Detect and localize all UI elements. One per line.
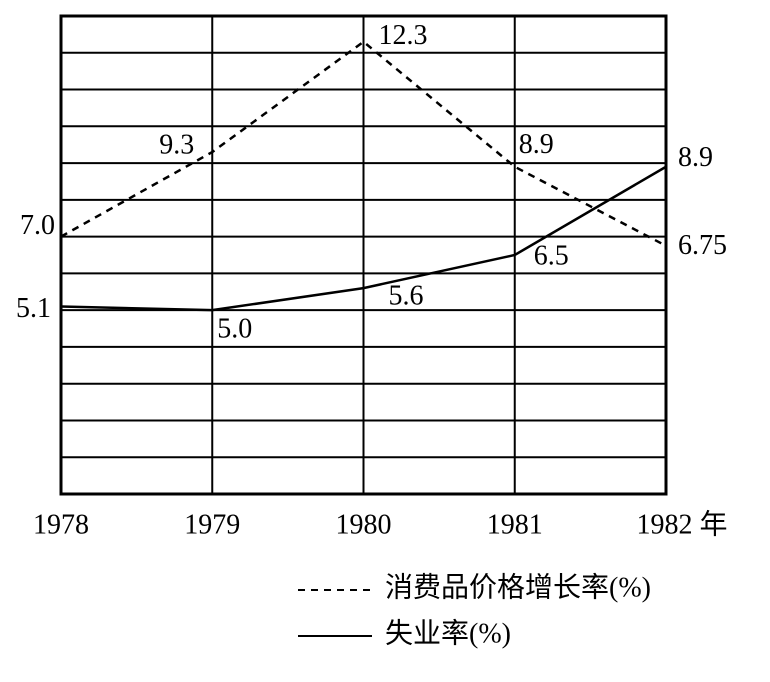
legend-label: 失业率(%)	[385, 617, 511, 649]
plot-frame	[59, 14, 668, 496]
data-line	[60, 40, 667, 247]
value-label: 6.5	[534, 240, 569, 271]
x-tick-label: 1982 年	[636, 508, 727, 540]
value-label: 5.0	[217, 314, 252, 345]
value-label: 8.9	[678, 142, 713, 173]
x-tick-label: 1979	[184, 509, 240, 540]
value-label: 5.1	[16, 293, 51, 324]
value-label: 7.0	[20, 210, 55, 241]
value-label: 9.3	[159, 129, 194, 160]
value-label: 5.6	[389, 281, 424, 312]
x-tick-label: 1981	[487, 509, 543, 540]
legend-label: 消费品价格增长率(%)	[385, 571, 651, 603]
value-label: 8.9	[519, 129, 554, 160]
x-tick-label: 1980	[336, 509, 392, 540]
data-line	[60, 165, 667, 312]
value-label: 12.3	[379, 20, 428, 51]
value-label: 6.75	[678, 230, 727, 261]
x-tick-label: 1978	[33, 509, 89, 540]
